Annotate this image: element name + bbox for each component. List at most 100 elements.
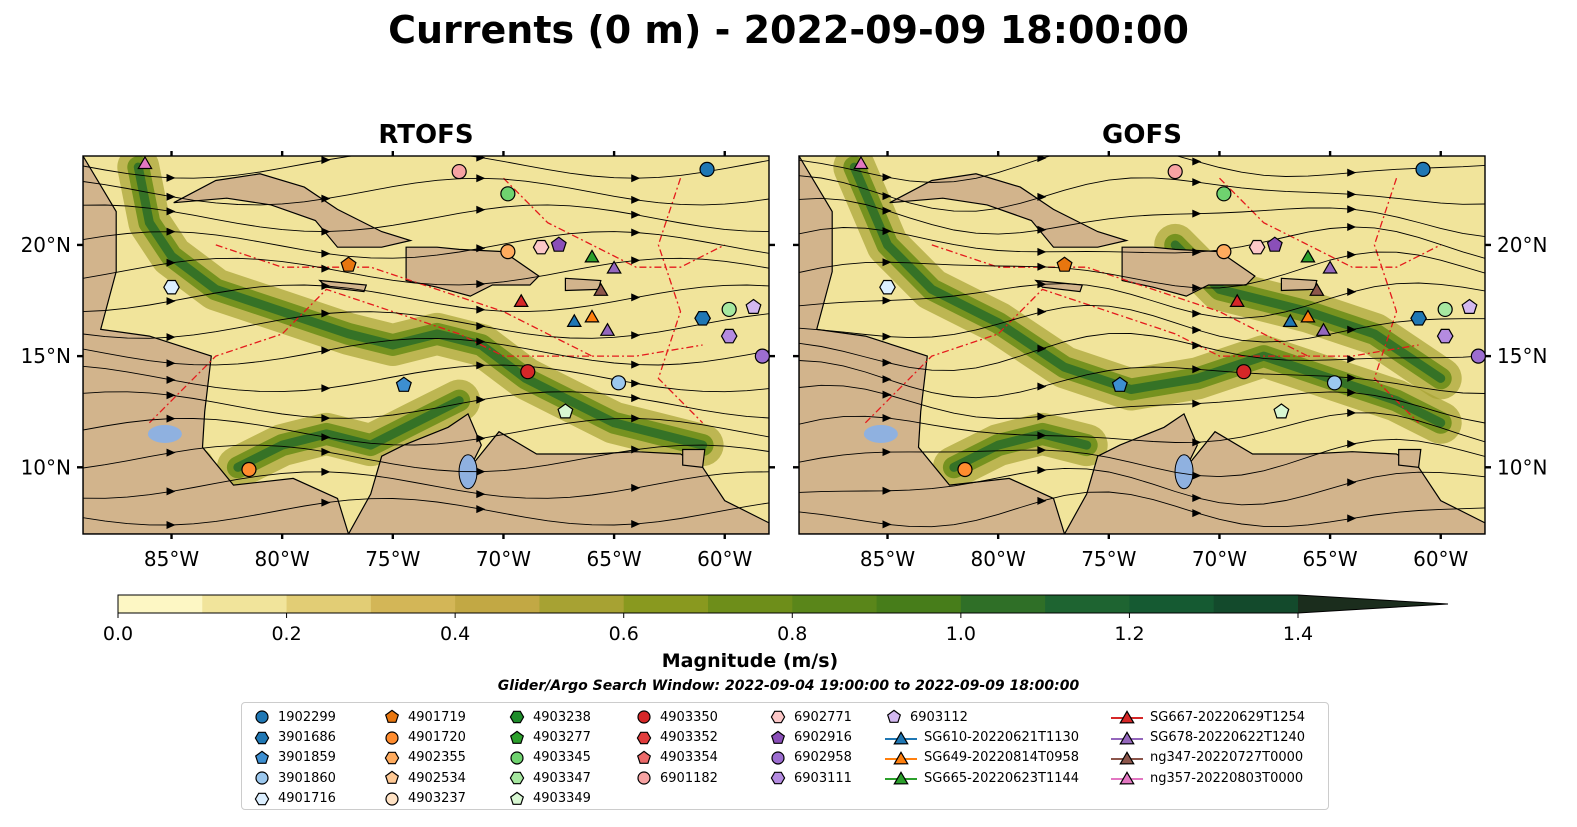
land-polygon <box>682 448 706 468</box>
streamline-arrow <box>882 375 892 384</box>
streamline-arrow <box>166 520 176 529</box>
streamline-arrow <box>1192 248 1202 257</box>
streamline-arrow <box>321 433 331 442</box>
legend-marker-icon <box>255 771 269 785</box>
lat-tick-label: 10°N <box>21 455 71 479</box>
legend-label: 4903354 <box>660 750 718 766</box>
lake-nicaragua <box>147 424 182 443</box>
streamline-arrow <box>476 244 486 253</box>
circle-marker <box>699 161 715 177</box>
hexagon-marker <box>1248 239 1266 255</box>
legend-label: 4901720 <box>408 730 466 746</box>
circle-marker <box>500 186 516 202</box>
lat-tick-label: 15°N <box>1497 344 1547 368</box>
colorbar-tick-label: 1.2 <box>1114 623 1144 645</box>
legend-item: 4902534 <box>382 768 466 788</box>
lon-tick-label: 65°W <box>1302 547 1357 571</box>
streamline-arrow <box>1347 355 1357 364</box>
land-polygon <box>347 412 769 534</box>
pentagon-marker <box>770 730 786 744</box>
streamline <box>799 282 1485 319</box>
legend-marker-icon <box>1111 751 1143 765</box>
circle-marker <box>610 375 627 391</box>
streamline-arrow <box>882 390 892 399</box>
streamline-arrow <box>1037 192 1047 201</box>
legend-marker-icon <box>385 730 399 745</box>
streamline-arrow <box>476 322 486 331</box>
legend-label: SG610-20220621T1130 <box>924 730 1080 746</box>
legend-label: ng347-20220727T0000 <box>1150 750 1304 766</box>
colorbar-segment <box>370 595 456 613</box>
streamline-arrow <box>1347 205 1357 214</box>
eez-boundary <box>148 288 703 424</box>
streamline-arrow <box>1037 431 1047 440</box>
streamline <box>83 284 769 313</box>
map-frame <box>798 155 1486 535</box>
hexagon-marker <box>163 279 180 295</box>
legend-label: 4902534 <box>408 770 466 786</box>
hexagon-marker <box>254 731 270 744</box>
streamline-arrow <box>1347 478 1357 487</box>
legend-marker-icon <box>770 710 786 724</box>
streamline-arrow <box>1037 412 1047 421</box>
legend-label: 4903277 <box>533 730 591 746</box>
legend-column: 4903350 4903352 4903354 6901182 <box>634 707 718 789</box>
streamline-arrow <box>882 206 892 215</box>
streamline-arrow <box>1347 250 1357 259</box>
streamline <box>83 391 769 419</box>
streamline-arrow <box>631 210 641 219</box>
streamline-arrow <box>1347 190 1357 199</box>
streamline <box>799 251 1485 289</box>
legend-item: 4903345 <box>507 748 591 768</box>
streamline-arrow <box>1037 247 1047 256</box>
legend-item: ng357-20220803T0000 <box>1110 768 1305 788</box>
streamline-arrow <box>166 227 176 236</box>
streamline-arrow <box>882 448 892 457</box>
streamline-arrow <box>882 296 892 305</box>
streamline-arrow <box>1347 408 1357 417</box>
lon-tick-label: 60°W <box>1413 547 1468 571</box>
lake-maracaibo <box>1174 454 1194 490</box>
land-polygon <box>889 173 1129 248</box>
lat-tick-label: 10°N <box>1497 455 1547 479</box>
legend-column: 6902771 6902916 6902958 6903111 <box>768 707 852 789</box>
lon-tick-label: 85°W <box>860 547 915 571</box>
hexagon-marker <box>694 311 711 326</box>
pentagon-marker <box>384 709 400 724</box>
streamline-arrow <box>166 333 176 342</box>
triangle-marker <box>893 730 909 745</box>
colorbar-segment <box>202 595 288 613</box>
legend-label: 4903237 <box>408 791 466 807</box>
colorbar-outline <box>117 594 1449 614</box>
streamline-arrow <box>1347 373 1357 382</box>
streamline-arrow <box>631 256 641 265</box>
legend-item: SG665-20220623T1144 <box>884 768 1079 788</box>
streamline <box>799 412 1485 443</box>
legend-label: 4901716 <box>278 791 336 807</box>
streamline-arrow <box>1037 280 1047 289</box>
triangle-marker <box>513 293 529 307</box>
triangle-marker <box>1119 710 1135 724</box>
colorbar-segment <box>1045 595 1130 613</box>
legend-marker-icon <box>509 791 525 805</box>
legend-label: 6902958 <box>794 750 852 766</box>
streamline-arrow <box>321 414 331 423</box>
legend-label: 4901719 <box>408 709 466 725</box>
legend-column: 6903112 SG610-20220621T1130 SG649-20220814… <box>884 707 1079 789</box>
colorbar-segment <box>960 595 1046 613</box>
colorbar: 0.0 0.2 0.4 0.6 0.8 1.0 1.2 1.4 <box>103 594 1449 645</box>
circle-marker <box>1167 163 1183 180</box>
legend-marker-icon <box>637 710 651 724</box>
streamline-arrow <box>1037 466 1047 475</box>
legend-marker-icon <box>510 751 524 765</box>
legend-item: ng347-20220727T0000 <box>1110 748 1305 768</box>
streamline-arrow <box>631 483 641 492</box>
streamline-arrow <box>1037 156 1047 163</box>
streamline-arrow <box>631 228 641 237</box>
legend-marker-icon <box>771 751 785 765</box>
legend-item: 4901720 <box>382 727 466 747</box>
triangle-marker <box>1282 313 1298 327</box>
streamline <box>83 231 769 259</box>
legend-marker-icon <box>509 772 525 785</box>
legend-label: 6903111 <box>794 770 852 786</box>
